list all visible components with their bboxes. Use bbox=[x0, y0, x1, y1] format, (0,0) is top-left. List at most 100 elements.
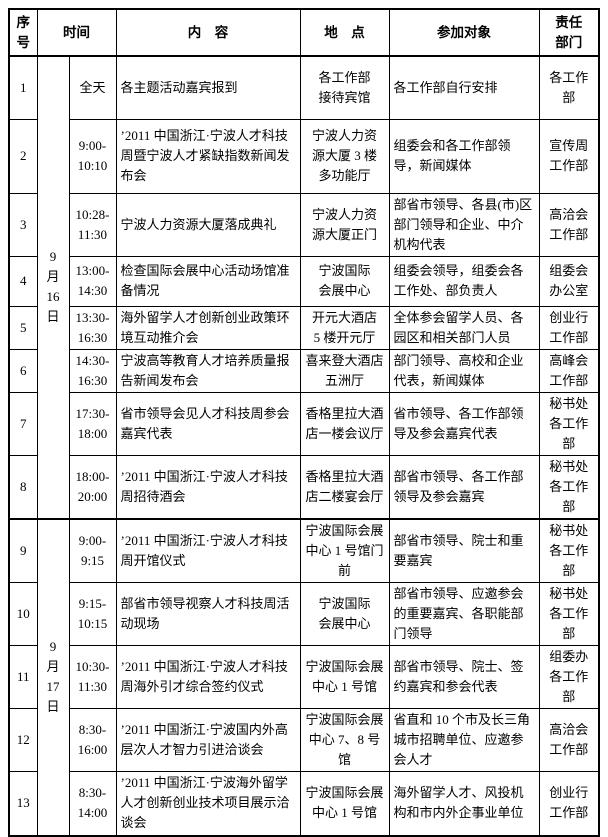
participants-cell: 部省市领导、应邀参会的重要嘉宾、各职能部门领导 bbox=[388, 581, 540, 646]
table-row: 4 13:00- 14:30 检查国际会展中心活动场馆准备情况 宁波国际 会展中… bbox=[8, 255, 600, 307]
location-cell: 宁波国际会展 中心 1 号馆 bbox=[299, 644, 390, 709]
location-cell: 香格里拉大酒 店二楼宴会厅 bbox=[299, 454, 390, 519]
table-row: 10 9:15- 10:15 部省市领导视察人才科技周活动现场 宁波国际 会展中… bbox=[8, 581, 600, 646]
table-row: 6 14:30- 16:30 宁波高等教育人才培养质量报告新闻发布会 喜来登大酒… bbox=[8, 348, 600, 393]
department-cell: 创业行 工作部 bbox=[538, 770, 600, 837]
date-cell-sep16: 9 月 16 日 bbox=[36, 55, 70, 519]
content-cell: 省市领导会见人才科技周参会嘉宾代表 bbox=[115, 391, 301, 456]
table-row: 1 9 月 16 日 全天 各主题活动嘉宾报到 各工作部 接待宾馆 各工作部自行… bbox=[8, 55, 600, 519]
row-number-cell: 12 bbox=[8, 707, 38, 772]
department-cell: 各工作部 bbox=[538, 55, 600, 120]
row-number-cell: 8 bbox=[8, 454, 38, 519]
time-cell: 9:15- 10:15 bbox=[68, 581, 117, 646]
table-row: 2 9:00- 10:10 ’2011 中国浙江·宁波人才科技周暨宁波人才紧缺指… bbox=[8, 118, 600, 194]
table-row: 5 13:30- 16:30 海外留学人才创新创业政策环境互动推介会 开元大酒店… bbox=[8, 305, 600, 350]
row-number-cell: 4 bbox=[8, 255, 38, 307]
content-cell: 检查国际会展中心活动场馆准备情况 bbox=[115, 255, 301, 307]
time-cell: 13:00- 14:30 bbox=[68, 255, 117, 307]
location-cell: 香格里拉大酒 店一楼会议厅 bbox=[299, 391, 390, 456]
participants-cell: 部省市领导、各工作部领导及参会嘉宾 bbox=[388, 454, 540, 519]
row-number-cell: 13 bbox=[8, 770, 38, 837]
participants-cell: 组委会领导，组委会各工作处、部负责人 bbox=[388, 255, 540, 307]
participants-cell: 省市领导、各工作部领导及参会嘉宾代表 bbox=[388, 391, 540, 456]
participants-cell: 全体参会留学人员、各园区和相关部门人员 bbox=[388, 305, 540, 350]
table-row: 11 10:30- 11:30 ’2011 中国浙江·宁波人才科技周海外引才综合… bbox=[8, 644, 600, 709]
location-cell: 喜来登大酒店 五洲厅 bbox=[299, 348, 390, 393]
table-row: 13 8:30- 14:00 ’2011 中国浙江·宁波海外留学人才创新创业技术… bbox=[8, 770, 600, 837]
time-cell: 8:30- 16:00 bbox=[68, 707, 117, 772]
content-cell: 宁波人力资源大厦落成典礼 bbox=[115, 192, 301, 257]
department-cell: 组委会 办公室 bbox=[538, 255, 600, 307]
location-cell: 宁波人力资 源大厦正门 bbox=[299, 192, 390, 257]
participants-cell: 海外留学人才、风投机构和市内外企事业单位 bbox=[388, 770, 540, 837]
time-cell: 8:30- 14:00 bbox=[68, 770, 117, 837]
participants-cell: 部省市领导、院士、签约嘉宾和参会代表 bbox=[388, 644, 540, 709]
content-cell: 海外留学人才创新创业政策环境互动推介会 bbox=[115, 305, 301, 350]
time-cell: 9:00- 9:15 bbox=[68, 517, 117, 583]
participants-cell: 部省市领导、院士和重要嘉宾 bbox=[388, 517, 540, 583]
table-row: 12 8:30- 16:00 ’2011 中国浙江·宁波国内外高层次人才智力引进… bbox=[8, 707, 600, 772]
time-cell: 13:30- 16:30 bbox=[68, 305, 117, 350]
content-cell: ’2011 中国浙江·宁波人才科技周开馆仪式 bbox=[115, 517, 301, 583]
participants-cell: 各工作部自行安排 bbox=[388, 55, 540, 120]
schedule-table: 序 号 时间 内 容 地 点 参加对象 责任 部门 1 9 月 16 日 全天 … bbox=[8, 8, 600, 837]
content-cell: ’2011 中国浙江·宁波海外留学人才创新创业技术项目展示洽谈会 bbox=[115, 770, 301, 837]
department-cell: 创业行 工作部 bbox=[538, 305, 600, 350]
location-cell: 开元大酒店 5 楼开元厅 bbox=[299, 305, 390, 350]
department-cell: 高洽会 工作部 bbox=[538, 192, 600, 257]
content-cell: 部省市领导视察人才科技周活动现场 bbox=[115, 581, 301, 646]
department-cell: 高洽会 工作部 bbox=[538, 707, 600, 772]
participants-cell: 省直和 10 个市及长三角城市招聘单位、应邀参会人才 bbox=[388, 707, 540, 772]
participants-cell: 组委会和各工作部领导，新闻媒体 bbox=[388, 118, 540, 194]
header-time: 时间 bbox=[36, 8, 117, 57]
row-number-cell: 11 bbox=[8, 644, 38, 709]
content-cell: ’2011 中国浙江·宁波国内外高层次人才智力引进洽谈会 bbox=[115, 707, 301, 772]
row-number-cell: 3 bbox=[8, 192, 38, 257]
row-number-cell: 10 bbox=[8, 581, 38, 646]
table-row: 7 17:30- 18:00 省市领导会见人才科技周参会嘉宾代表 香格里拉大酒 … bbox=[8, 391, 600, 456]
department-cell: 秘书处 各工作部 bbox=[538, 391, 600, 456]
time-cell: 10:30- 11:30 bbox=[68, 644, 117, 709]
header-row: 序 号 时间 内 容 地 点 参加对象 责任 部门 bbox=[8, 8, 600, 57]
time-cell: 全天 bbox=[68, 55, 117, 120]
department-cell: 宣传周 工作部 bbox=[538, 118, 600, 194]
row-number-cell: 1 bbox=[8, 55, 38, 120]
row-number-cell: 7 bbox=[8, 391, 38, 456]
date-cell-sep17: 9 月 17 日 bbox=[36, 517, 70, 837]
location-cell: 各工作部 接待宾馆 bbox=[299, 55, 390, 120]
content-cell: 宁波高等教育人才培养质量报告新闻发布会 bbox=[115, 348, 301, 393]
location-cell: 宁波国际会展 中心 7、8 号馆 bbox=[299, 707, 390, 772]
participants-cell: 部门领导、高校和企业代表，新闻媒体 bbox=[388, 348, 540, 393]
time-cell: 18:00- 20:00 bbox=[68, 454, 117, 519]
department-cell: 秘书处 各工作部 bbox=[538, 517, 600, 583]
time-cell: 14:30- 16:30 bbox=[68, 348, 117, 393]
location-cell: 宁波国际 会展中心 bbox=[299, 255, 390, 307]
row-number-cell: 9 bbox=[8, 517, 38, 583]
location-cell: 宁波国际会展 中心 1 号馆门前 bbox=[299, 517, 390, 583]
department-cell: 组委办 各工作部 bbox=[538, 644, 600, 709]
table-row: 9 9 月 17 日 9:00- 9:15 ’2011 中国浙江·宁波人才科技周… bbox=[8, 517, 600, 837]
header-department: 责任 部门 bbox=[538, 8, 600, 57]
location-cell: 宁波国际会展 中心 1 号馆 bbox=[299, 770, 390, 837]
location-cell: 宁波人力资 源大厦 3 楼 多功能厅 bbox=[299, 118, 390, 194]
table-row: 3 10:28- 11:30 宁波人力资源大厦落成典礼 宁波人力资 源大厦正门 … bbox=[8, 192, 600, 257]
time-cell: 9:00- 10:10 bbox=[68, 118, 117, 194]
department-cell: 秘书处 各工作部 bbox=[538, 581, 600, 646]
content-cell: ’2011 中国浙江·宁波人才科技周招待酒会 bbox=[115, 454, 301, 519]
table-row: 8 18:00- 20:00 ’2011 中国浙江·宁波人才科技周招待酒会 香格… bbox=[8, 454, 600, 519]
content-cell: ’2011 中国浙江·宁波人才科技周暨宁波人才紧缺指数新闻发布会 bbox=[115, 118, 301, 194]
header-no: 序 号 bbox=[8, 8, 38, 57]
time-cell: 17:30- 18:00 bbox=[68, 391, 117, 456]
header-location: 地 点 bbox=[299, 8, 390, 57]
time-cell: 10:28- 11:30 bbox=[68, 192, 117, 257]
row-number-cell: 6 bbox=[8, 348, 38, 393]
department-cell: 秘书处 各工作部 bbox=[538, 454, 600, 519]
content-cell: ’2011 中国浙江·宁波人才科技周海外引才综合签约仪式 bbox=[115, 644, 301, 709]
header-content: 内 容 bbox=[115, 8, 301, 57]
row-number-cell: 2 bbox=[8, 118, 38, 194]
content-cell: 各主题活动嘉宾报到 bbox=[115, 55, 301, 120]
location-cell: 宁波国际 会展中心 bbox=[299, 581, 390, 646]
row-number-cell: 5 bbox=[8, 305, 38, 350]
header-participants: 参加对象 bbox=[388, 8, 540, 57]
department-cell: 高峰会 工作部 bbox=[538, 348, 600, 393]
